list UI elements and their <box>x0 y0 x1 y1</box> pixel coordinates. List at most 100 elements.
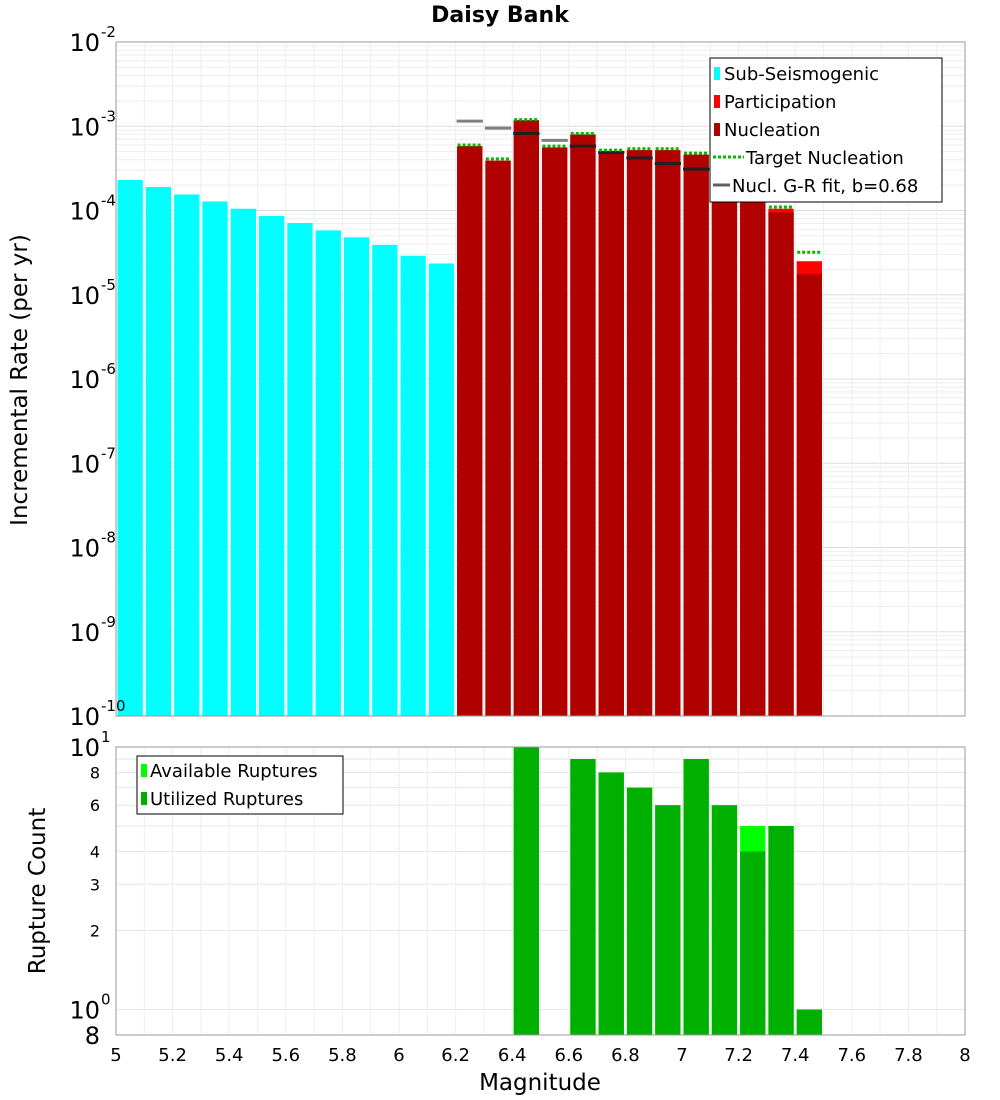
rate-plot-border <box>115 41 966 717</box>
nucleation-bar <box>570 134 596 716</box>
count-legend: Available Ruptures Utilized Ruptures <box>136 755 344 815</box>
rate-bars <box>117 120 822 717</box>
sub-seismogenic-bar <box>428 263 455 716</box>
x-tick-label: 7.4 <box>781 1045 810 1066</box>
x-tick-label: 6.4 <box>498 1045 527 1066</box>
utilized-ruptures-bar <box>768 826 794 1035</box>
legend-swatch-participation <box>714 95 720 108</box>
rate-y-tick-exponent: -7 <box>101 444 116 462</box>
count-y-tick-label: 6 <box>90 796 100 815</box>
rate-y-tick-exponent: -10 <box>101 697 126 715</box>
nucleation-bar <box>796 274 822 716</box>
utilized-ruptures-bar <box>570 759 596 1035</box>
legend-label-target-nucleation: Target Nucleation <box>745 148 904 169</box>
sub-seismogenic-bar <box>174 194 200 717</box>
x-tick-label: 5.4 <box>215 1045 244 1066</box>
x-tick-label: 5.8 <box>328 1045 357 1066</box>
utilized-ruptures-bar <box>683 759 709 1035</box>
x-tick-label: 6.2 <box>441 1045 470 1066</box>
rate-y-tick-label: 10 <box>69 282 100 310</box>
rate-y-tick-exponent: -3 <box>101 107 116 125</box>
x-tick-label: 7.2 <box>724 1045 753 1066</box>
rate-y-tick-exponent: -6 <box>101 360 116 378</box>
sub-seismogenic-bar <box>202 201 228 717</box>
legend-swatch-nucleation <box>714 123 720 136</box>
nucleation-bar <box>626 150 653 717</box>
rate-y-tick-label: 10 <box>69 619 100 647</box>
rate-y-axis-label: Incremental Rate (per yr) <box>7 234 33 526</box>
count-y-tick-label: 10 <box>69 997 100 1025</box>
legend-swatch-available <box>141 764 147 777</box>
rate-y-tick-label: 10 <box>69 113 100 141</box>
count-y-tick-label: 10 <box>69 734 100 762</box>
rate-y-tick-label: 10 <box>69 198 100 226</box>
nucleation-bar <box>457 146 483 716</box>
sub-seismogenic-bar <box>343 237 370 717</box>
x-tick-label: 6.6 <box>554 1045 583 1066</box>
count-y-tick-label: 8 <box>90 763 100 782</box>
x-tick-labels: 5 5.2 5.4 5.6 5.8 6 6.2 6.4 6.6 6.8 7 7.2 7.4 7.6 7.8 8 <box>110 1045 970 1066</box>
rate-legend: Sub-Seismogenic Participation Nucleation… <box>709 57 943 203</box>
count-y-tick-label: 2 <box>90 922 100 941</box>
legend-swatch-utilized <box>141 792 147 805</box>
legend-label-sub-seismogenic: Sub-Seismogenic <box>724 64 879 85</box>
rate-y-tick-label: 10 <box>69 366 100 394</box>
count-y-tick-label: 3 <box>90 875 100 894</box>
x-tick-label: 5.2 <box>158 1045 187 1066</box>
count-y-tick-label: 8 <box>85 1022 100 1050</box>
rate-y-tick-label: 10 <box>69 535 100 563</box>
nucleation-bar <box>485 160 511 716</box>
sub-seismogenic-bar <box>117 180 143 717</box>
utilized-ruptures-bar <box>655 805 681 1035</box>
sub-seismogenic-bar <box>230 208 256 717</box>
sub-seismogenic-bar <box>372 244 398 716</box>
count-bars <box>513 747 822 1035</box>
count-legend-box <box>136 755 344 815</box>
x-axis-label: Magnitude <box>479 1070 601 1096</box>
count-y-tick-exponent: 1 <box>101 728 111 746</box>
legend-label-nucleation: Nucleation <box>724 120 820 141</box>
rate-y-tick-exponent: -4 <box>101 192 116 210</box>
utilized-ruptures-bar <box>711 805 738 1035</box>
nucleation-bar <box>740 165 766 716</box>
legend-label-participation: Participation <box>724 92 836 113</box>
x-tick-label: 8 <box>959 1045 970 1066</box>
sub-seismogenic-bar <box>400 255 426 716</box>
utilized-ruptures-bar <box>598 772 624 1035</box>
x-tick-label: 7.8 <box>894 1045 923 1066</box>
utilized-ruptures-bar <box>740 851 766 1035</box>
nucleation-bar <box>598 151 624 717</box>
rate-legend-box <box>709 57 943 203</box>
x-tick-label: 6 <box>393 1045 404 1066</box>
chart-title: Daisy Bank <box>431 3 570 28</box>
x-tick-label: 5 <box>110 1045 121 1066</box>
nucleation-bar <box>711 157 738 717</box>
sub-seismogenic-bar <box>315 230 341 716</box>
rate-y-tick-exponent: -9 <box>101 613 116 631</box>
count-y-tick-exponent: 0 <box>101 991 111 1009</box>
x-tick-label: 7.6 <box>837 1045 866 1066</box>
rate-y-tick-exponent: -2 <box>101 23 116 41</box>
count-y-tick-label: 4 <box>90 842 100 861</box>
rate-y-tick-label: 10 <box>69 703 100 731</box>
sub-seismogenic-bar <box>259 216 285 717</box>
x-tick-label: 5.6 <box>271 1045 300 1066</box>
rate-y-tick-exponent: -8 <box>101 529 116 547</box>
nucleation-bar <box>542 147 568 717</box>
x-tick-label: 7 <box>676 1045 687 1066</box>
nucleation-bar <box>655 150 681 717</box>
rate-y-tick-exponent: -5 <box>101 276 116 294</box>
legend-label-available: Available Ruptures <box>150 761 318 782</box>
nucleation-bar <box>513 120 539 716</box>
sub-seismogenic-bar <box>145 187 172 716</box>
legend-swatch-sub-seismogenic <box>714 67 720 80</box>
utilized-ruptures-bar <box>626 787 653 1035</box>
count-y-axis-label: Rupture Count <box>25 808 51 974</box>
x-tick-label: 6.8 <box>611 1045 640 1066</box>
utilized-ruptures-bar <box>513 747 539 1035</box>
